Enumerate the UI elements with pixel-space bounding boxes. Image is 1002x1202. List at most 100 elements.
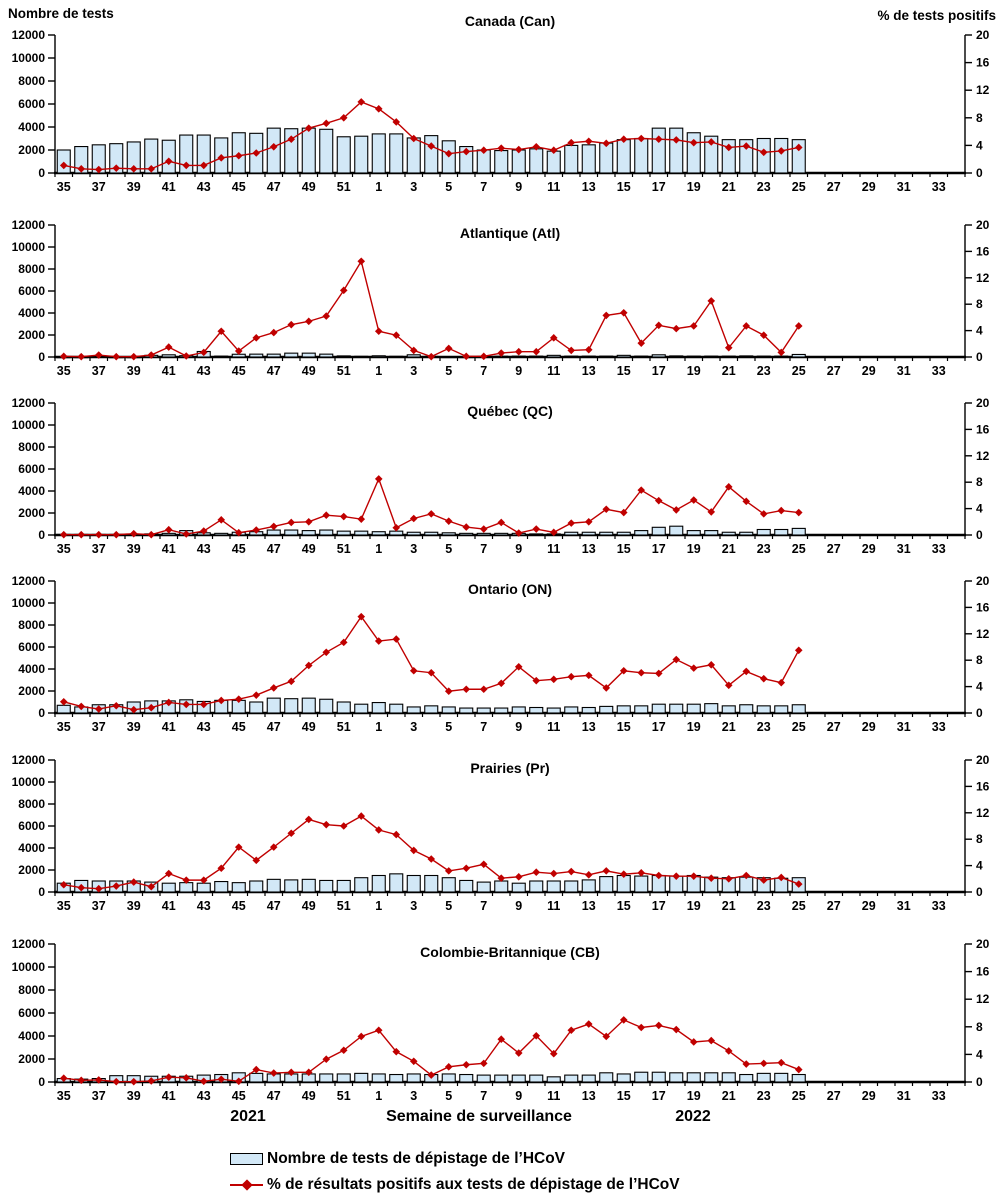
x-tick-label: 33 bbox=[932, 542, 946, 556]
y-left-tick-label: 0 bbox=[38, 528, 45, 542]
x-tick-label: 45 bbox=[232, 899, 246, 913]
test-count-bar bbox=[564, 144, 579, 174]
test-count-bar bbox=[371, 874, 386, 893]
test-count-bar bbox=[406, 137, 421, 174]
diamond-marker bbox=[217, 327, 226, 336]
diamond-marker bbox=[199, 876, 208, 884]
test-count-bar bbox=[791, 1073, 806, 1083]
x-tick-label: 47 bbox=[267, 364, 281, 378]
diamond-marker bbox=[182, 352, 191, 360]
x-tick-label: 23 bbox=[757, 899, 771, 913]
diamond-marker bbox=[304, 124, 313, 132]
diamond-marker bbox=[689, 496, 698, 504]
test-count-bar bbox=[704, 703, 719, 714]
x-tick-label: 11 bbox=[547, 180, 560, 194]
y-right-tick-label: 16 bbox=[976, 244, 990, 258]
test-count-bar bbox=[389, 703, 404, 714]
y-right-tick-label: 4 bbox=[976, 1047, 983, 1061]
test-count-bar bbox=[651, 526, 666, 536]
x-tick-label: 47 bbox=[267, 542, 281, 556]
y-right-tick-label: 0 bbox=[976, 885, 983, 899]
x-tick-label: 37 bbox=[92, 364, 106, 378]
test-count-bar bbox=[756, 705, 771, 714]
test-count-bar bbox=[476, 707, 491, 714]
diamond-marker bbox=[182, 530, 191, 538]
tests-bars bbox=[56, 127, 806, 174]
diamond-marker bbox=[199, 700, 208, 709]
x-tick-label: 17 bbox=[652, 180, 666, 194]
y-right-tick-label: 4 bbox=[976, 859, 983, 873]
diamond-marker bbox=[532, 142, 541, 151]
diamond-marker bbox=[602, 1032, 611, 1041]
x-tick-label: 3 bbox=[410, 364, 417, 378]
test-count-bar bbox=[546, 1076, 561, 1083]
x-tick-label: 43 bbox=[197, 364, 211, 378]
diamond-marker bbox=[392, 635, 401, 643]
test-count-bar bbox=[406, 1073, 421, 1083]
x-tick-label: 19 bbox=[687, 542, 701, 556]
diamond-marker bbox=[794, 322, 803, 330]
diamond-marker bbox=[794, 143, 803, 152]
test-count-bar bbox=[686, 703, 701, 714]
diamond-marker bbox=[479, 860, 488, 869]
x-tick-label: 25 bbox=[792, 720, 806, 734]
test-count-bar bbox=[354, 703, 369, 714]
y-left-tick-label: 0 bbox=[38, 350, 45, 364]
legend: Nombre de tests de dépistage de l’HCoV %… bbox=[230, 1146, 680, 1198]
legend-label-pct: % de résultats positifs aux tests de dép… bbox=[267, 1176, 680, 1193]
diamond-marker bbox=[112, 701, 121, 710]
x-tick-label: 11 bbox=[547, 899, 560, 913]
x-tick-label: 49 bbox=[302, 542, 316, 556]
diamond-marker bbox=[532, 676, 541, 685]
test-count-bar bbox=[669, 1072, 684, 1083]
diamond-marker bbox=[129, 705, 138, 714]
x-tick-label: 47 bbox=[267, 1089, 281, 1103]
x-tick-label: 47 bbox=[267, 180, 281, 194]
diamond-marker bbox=[584, 671, 593, 680]
y-left-tick-label: 4000 bbox=[18, 841, 45, 855]
diamond-marker bbox=[409, 1057, 418, 1066]
test-count-bar bbox=[319, 1073, 334, 1083]
x-tick-label: 45 bbox=[232, 1089, 246, 1103]
diamond-marker bbox=[549, 1049, 558, 1058]
diamond-marker bbox=[462, 864, 471, 873]
diamond-marker bbox=[444, 867, 453, 875]
diamond-marker bbox=[724, 875, 733, 883]
x-tick-label: 9 bbox=[515, 180, 522, 194]
test-count-bar bbox=[161, 354, 176, 358]
diamond-marker bbox=[59, 352, 68, 361]
x-tick-label: 21 bbox=[722, 1089, 736, 1103]
test-count-bar bbox=[354, 877, 369, 893]
test-count-bar bbox=[301, 697, 316, 714]
diamond-marker bbox=[777, 873, 786, 882]
y-right-tick-label: 20 bbox=[976, 28, 990, 42]
y-right-tick-label: 0 bbox=[976, 350, 983, 364]
diamond-marker bbox=[409, 846, 418, 855]
test-count-bar bbox=[476, 881, 491, 893]
y-left-tick-label: 4000 bbox=[18, 1029, 45, 1043]
line-swatch-icon bbox=[230, 1179, 263, 1191]
diamond-marker bbox=[339, 286, 348, 295]
x-axis-label: Semaine de surveillance bbox=[386, 1108, 572, 1125]
x-tick-label: 29 bbox=[862, 1089, 876, 1103]
chart-title: Colombie-Britannique (CB) bbox=[420, 944, 600, 960]
diamond-marker bbox=[147, 165, 156, 173]
diamond-marker bbox=[654, 669, 663, 678]
diamond-marker bbox=[392, 118, 401, 126]
diamond-marker bbox=[724, 1047, 733, 1055]
test-count-bar bbox=[529, 355, 544, 358]
x-tick-label: 41 bbox=[162, 720, 176, 734]
test-count-bar bbox=[406, 531, 421, 536]
test-count-bar bbox=[564, 1074, 579, 1083]
diamond-marker bbox=[409, 346, 418, 355]
diamond-marker bbox=[164, 525, 173, 534]
x-tick-label: 9 bbox=[515, 720, 522, 734]
diamond-marker bbox=[514, 145, 523, 154]
diamond-marker bbox=[462, 147, 471, 156]
x-tick-label: 7 bbox=[480, 899, 487, 913]
diamond-marker bbox=[322, 119, 331, 128]
diamond-marker bbox=[742, 322, 751, 330]
x-tick-label: 5 bbox=[445, 899, 452, 913]
y-left-tick-label: 6000 bbox=[18, 284, 45, 298]
test-count-bar bbox=[336, 136, 351, 174]
